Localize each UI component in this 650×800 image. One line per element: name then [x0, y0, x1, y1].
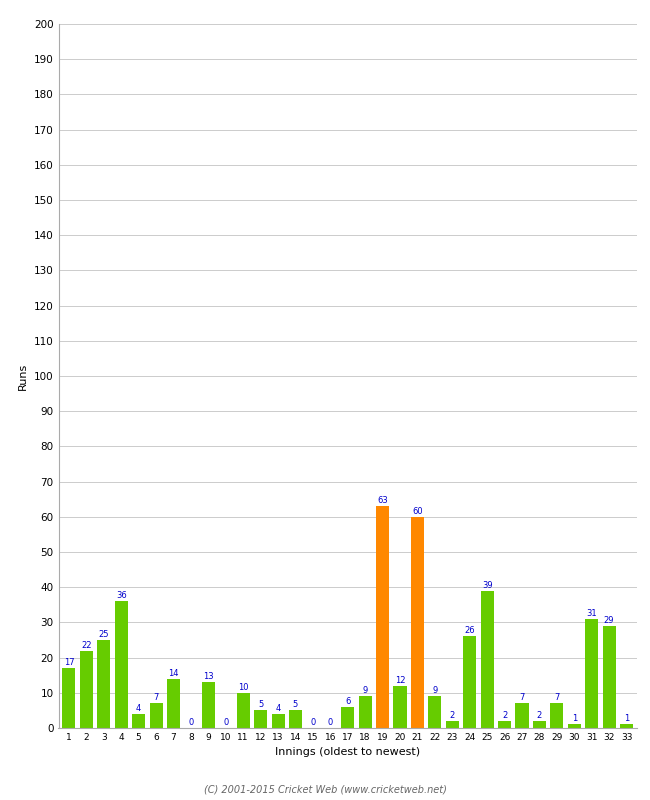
- Bar: [114, 602, 128, 728]
- Text: 4: 4: [276, 704, 281, 713]
- Text: 17: 17: [64, 658, 74, 667]
- Text: 29: 29: [604, 616, 614, 625]
- Text: 26: 26: [464, 626, 475, 635]
- Text: 31: 31: [586, 609, 597, 618]
- Bar: [551, 703, 564, 728]
- Bar: [428, 696, 441, 728]
- Text: 7: 7: [554, 694, 560, 702]
- Text: 9: 9: [432, 686, 437, 695]
- X-axis label: Innings (oldest to newest): Innings (oldest to newest): [275, 747, 421, 758]
- Bar: [80, 650, 93, 728]
- Text: 0: 0: [310, 718, 315, 727]
- Text: 12: 12: [395, 676, 405, 685]
- Bar: [98, 640, 111, 728]
- Text: 9: 9: [363, 686, 368, 695]
- Text: 63: 63: [377, 496, 388, 505]
- Bar: [411, 517, 424, 728]
- Text: 60: 60: [412, 506, 423, 516]
- Bar: [393, 686, 406, 728]
- Bar: [132, 714, 145, 728]
- Bar: [237, 693, 250, 728]
- Text: 6: 6: [345, 697, 350, 706]
- Text: (C) 2001-2015 Cricket Web (www.cricketweb.net): (C) 2001-2015 Cricket Web (www.cricketwe…: [203, 784, 447, 794]
- Bar: [585, 619, 598, 728]
- Text: 2: 2: [450, 711, 455, 720]
- Bar: [359, 696, 372, 728]
- Bar: [341, 707, 354, 728]
- Text: 7: 7: [519, 694, 525, 702]
- Bar: [567, 725, 581, 728]
- Y-axis label: Runs: Runs: [18, 362, 29, 390]
- Bar: [603, 626, 616, 728]
- Bar: [272, 714, 285, 728]
- Text: 25: 25: [99, 630, 109, 639]
- Bar: [498, 721, 511, 728]
- Bar: [480, 590, 494, 728]
- Text: 2: 2: [502, 711, 507, 720]
- Text: 0: 0: [223, 718, 228, 727]
- Text: 7: 7: [153, 694, 159, 702]
- Text: 5: 5: [293, 700, 298, 710]
- Bar: [254, 710, 267, 728]
- Bar: [533, 721, 546, 728]
- Text: 0: 0: [328, 718, 333, 727]
- Text: 1: 1: [571, 714, 577, 723]
- Text: 13: 13: [203, 672, 214, 681]
- Bar: [376, 506, 389, 728]
- Bar: [620, 725, 633, 728]
- Text: 0: 0: [188, 718, 194, 727]
- Text: 14: 14: [168, 669, 179, 678]
- Text: 39: 39: [482, 581, 493, 590]
- Text: 5: 5: [258, 700, 263, 710]
- Text: 1: 1: [624, 714, 629, 723]
- Bar: [289, 710, 302, 728]
- Text: 22: 22: [81, 641, 92, 650]
- Bar: [150, 703, 162, 728]
- Bar: [515, 703, 528, 728]
- Text: 2: 2: [537, 711, 542, 720]
- Text: 36: 36: [116, 591, 127, 600]
- Text: 4: 4: [136, 704, 141, 713]
- Bar: [202, 682, 215, 728]
- Text: 10: 10: [238, 682, 248, 692]
- Bar: [167, 678, 180, 728]
- Bar: [463, 637, 476, 728]
- Bar: [446, 721, 459, 728]
- Bar: [62, 668, 75, 728]
